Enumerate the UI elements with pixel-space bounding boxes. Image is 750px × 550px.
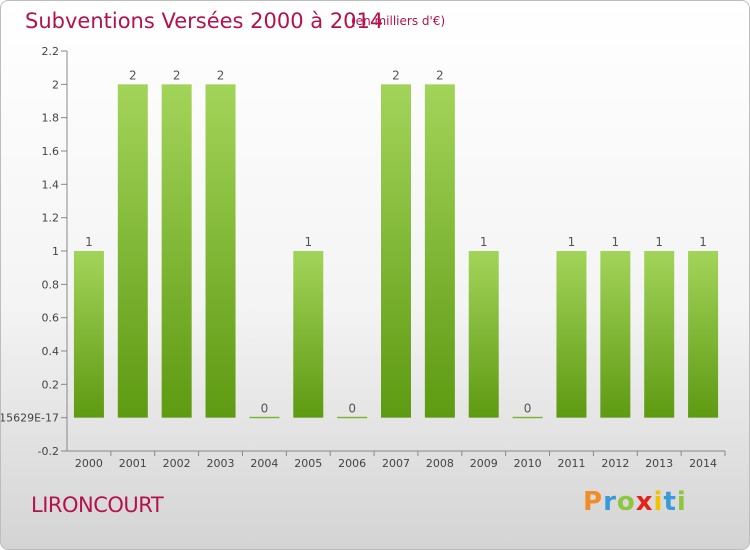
- y-tick-label: -0.2: [38, 445, 59, 458]
- chart-axes: -0.2 -1.215629E-17 0.2 0.4 0.6 0.8 1 1.2 1.4 1.6 1…: [1, 45, 726, 470]
- y-tick-label: 1.8: [42, 112, 60, 125]
- value-label: 1: [85, 235, 93, 249]
- y-tick-label: 1: [52, 245, 59, 258]
- x-tick-label: 2005: [294, 457, 322, 470]
- x-tick-label: 2000: [75, 457, 103, 470]
- x-tick-label: 2013: [645, 457, 673, 470]
- bar: [205, 84, 236, 418]
- bar: [512, 416, 543, 419]
- logo-letter: P: [583, 487, 604, 517]
- x-tick-label: 2012: [601, 457, 629, 470]
- proxiti-logo: Proxiti: [583, 487, 687, 517]
- x-tick-label: 2002: [163, 457, 191, 470]
- x-tick-label: 2004: [250, 457, 278, 470]
- value-label: 1: [612, 235, 620, 249]
- logo-letter: t: [663, 487, 677, 517]
- value-label: 0: [261, 402, 269, 416]
- bar: [600, 251, 631, 418]
- y-tick-label: 2.2: [42, 45, 60, 58]
- y-tick-label: 1.4: [42, 178, 60, 191]
- x-tick-label: 2010: [514, 457, 542, 470]
- value-label: 0: [524, 402, 532, 416]
- bar: [688, 251, 719, 418]
- x-tick-label: 2008: [426, 457, 454, 470]
- x-tick-label: 2011: [557, 457, 585, 470]
- y-tick-label: 0.2: [42, 378, 60, 391]
- unit-label: (en milliers d'€): [351, 14, 446, 28]
- y-tick-label: -1.215629E-17: [1, 412, 59, 425]
- value-label: 1: [568, 235, 576, 249]
- bar: [161, 84, 192, 418]
- value-label: 1: [699, 235, 707, 249]
- x-tick-label: 2006: [338, 457, 366, 470]
- y-tick-label: 1.2: [42, 212, 60, 225]
- value-label: 1: [480, 235, 488, 249]
- chart-value-labels: 1 2 2 2 0 1 0 2 2 1 0 1 1 1 1: [85, 68, 707, 415]
- bar: [337, 416, 368, 419]
- logo-letter: x: [635, 487, 654, 517]
- value-label: 2: [392, 68, 400, 82]
- bar: [644, 251, 675, 418]
- bar: [249, 416, 280, 419]
- chart-title: Subventions Versées 2000 à 2014: [25, 9, 384, 33]
- bar: [293, 251, 324, 418]
- logo-letter: i: [676, 487, 687, 517]
- y-tick-label: 0.6: [42, 312, 60, 325]
- x-tick-label: 2003: [207, 457, 235, 470]
- value-label: 2: [129, 68, 137, 82]
- bar: [73, 251, 104, 418]
- bar: [381, 84, 411, 418]
- value-label: 0: [348, 402, 356, 416]
- x-tick-label: 2001: [119, 457, 147, 470]
- y-tick-label: 2: [52, 78, 59, 91]
- bar: [117, 84, 148, 418]
- value-label: 2: [436, 68, 444, 82]
- x-tick-label: 2007: [382, 457, 410, 470]
- value-label: 2: [217, 68, 225, 82]
- value-label: 1: [655, 235, 663, 249]
- value-label: 1: [304, 235, 312, 249]
- x-tick-label: 2009: [470, 457, 498, 470]
- y-tick-label: 1.6: [42, 145, 60, 158]
- logo-letter: r: [603, 487, 617, 517]
- bar: [556, 251, 587, 418]
- chart-bars: [73, 84, 719, 419]
- x-tick-label: 2014: [689, 457, 717, 470]
- value-label: 2: [173, 68, 181, 82]
- place-name: LIRONCOURT: [31, 493, 164, 517]
- y-tick-label: 0.4: [42, 345, 60, 358]
- logo-letter: i: [653, 487, 664, 517]
- bar: [468, 251, 499, 418]
- y-tick-label: 0.8: [42, 278, 60, 291]
- logo-letter: o: [616, 487, 636, 517]
- bar: [424, 84, 455, 418]
